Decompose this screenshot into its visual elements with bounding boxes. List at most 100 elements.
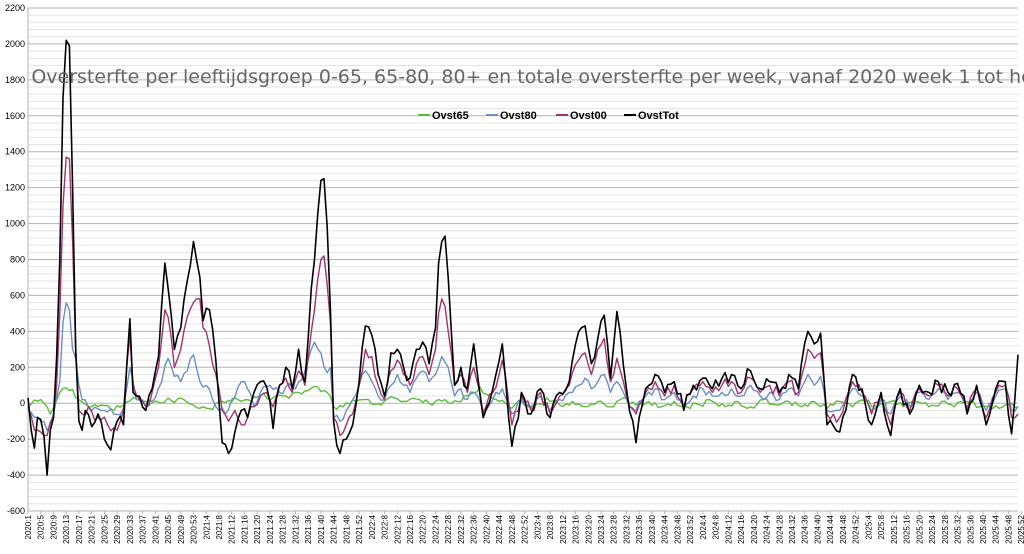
x-tick-label: 2024:32: [788, 514, 797, 543]
x-tick-label: 2020:37: [139, 514, 148, 543]
x-tick-label: 2020:29: [113, 514, 122, 543]
x-tick-label: 2022:48: [508, 514, 517, 543]
x-tick-label: 2021:44: [330, 514, 339, 543]
y-tick-label: 800: [10, 255, 25, 265]
x-tick-label: 2024:16: [737, 514, 746, 543]
y-tick-label: 2200: [5, 3, 25, 13]
chart-legend: Ovst65 Ovst80 Ovst00 OvstTot: [418, 110, 679, 122]
x-tick-label: 2023:12: [559, 514, 568, 543]
x-tick-label: 2025:8: [877, 514, 886, 539]
x-tick-label: 2025:48: [1004, 514, 1013, 543]
x-tick-label: 2021:36: [304, 514, 313, 543]
y-tick-label: -200: [7, 434, 25, 444]
x-tick-label: 2023:16: [572, 514, 581, 543]
x-tick-label: 2025:24: [928, 514, 937, 543]
x-tick-label: 2025:44: [992, 514, 1001, 543]
x-tick-label: 2022:32: [457, 514, 466, 543]
x-tick-label: 2022:52: [521, 514, 530, 543]
x-tick-label: 2021:48: [342, 514, 351, 543]
x-tick-label: 2024:44: [826, 514, 835, 543]
y-tick-label: 400: [10, 326, 25, 336]
x-tick-label: 2025:4: [864, 514, 873, 539]
x-tick-label: 2025:32: [954, 514, 963, 543]
x-tick-label: 2023:52: [686, 514, 695, 543]
x-tick-label: 2020:9: [49, 514, 58, 539]
x-tick-label: 2024:4: [699, 514, 708, 539]
x-tick-label: 2021:16: [240, 514, 249, 543]
x-tick-label: 2023:36: [635, 514, 644, 543]
x-tick-label: 2025:36: [966, 514, 975, 543]
y-tick-label: 600: [10, 290, 25, 300]
x-tick-label: 2020:5: [37, 514, 46, 539]
x-tick-label: 2023:8: [546, 514, 555, 539]
x-tick-label: 2022:36: [470, 514, 479, 543]
x-tick-label: 2021:8: [215, 514, 224, 539]
x-tick-label: 2020:53: [190, 514, 199, 543]
x-tick-label: 2024:48: [839, 514, 848, 543]
x-tick-label: 2020:1: [24, 514, 33, 539]
x-tick-label: 2021:32: [291, 514, 300, 543]
x-tick-label: 2024:8: [712, 514, 721, 539]
x-tick-label: 2020:21: [88, 514, 97, 543]
x-tick-label: 2024:40: [813, 514, 822, 543]
x-tick-label: 2020:13: [62, 514, 71, 543]
x-tick-label: 2025:28: [941, 514, 950, 543]
legend-label-ovst65: Ovst65: [432, 110, 469, 122]
x-tick-label: 2022:8: [381, 514, 390, 539]
x-tick-label: 2023:40: [648, 514, 657, 543]
y-tick-label: 1800: [5, 75, 25, 85]
x-tick-label: 2020:49: [177, 514, 186, 543]
x-tick-label: 2021:4: [202, 514, 211, 539]
y-tick-label: 1400: [5, 147, 25, 157]
x-tick-label: 2023:32: [622, 514, 631, 543]
y-tick-label: 200: [10, 362, 25, 372]
series-line-ovst80: [27, 301, 1019, 431]
x-tick-label: 2023:44: [661, 514, 670, 543]
x-tick-label: 2020:17: [75, 514, 84, 543]
x-tick-label: 2022:44: [495, 514, 504, 543]
y-tick-label: 2000: [5, 39, 25, 49]
y-tick-label: 1000: [5, 219, 25, 229]
x-tick-label: 2024:36: [801, 514, 810, 543]
x-tick-label: 2022:16: [406, 514, 415, 543]
x-tick-label: 2024:12: [724, 514, 733, 543]
x-tick-label: 2023:48: [673, 514, 682, 543]
x-tick-label: 2020:45: [164, 514, 173, 543]
x-tick-label: 2023:24: [597, 514, 606, 543]
x-tick-label: 2020:25: [100, 514, 109, 543]
x-tick-label: 2023:4: [533, 514, 542, 539]
x-tick-label: 2025:20: [915, 514, 924, 543]
y-tick-label: 1600: [5, 111, 25, 121]
y-tick-label: -400: [7, 470, 25, 480]
x-tick-label: 2021:40: [317, 514, 326, 543]
x-tick-label: 2022:28: [444, 514, 453, 543]
x-tick-label: 2025:40: [979, 514, 988, 543]
x-tick-label: 2022:20: [419, 514, 428, 543]
chart-title: Oversterfte per leeftijdsgroep 0-65, 65-…: [31, 66, 1024, 88]
x-tick-label: 2020:41: [151, 514, 160, 543]
x-tick-label: 2020:33: [126, 514, 135, 543]
x-tick-label: 2022:12: [393, 514, 402, 543]
y-axis-ticks: -600 -400 -200 0 200 400 600 800 1000 1200 1400 160…: [5, 3, 25, 516]
x-tick-label: 2022:24: [431, 514, 440, 543]
x-tick-label: 2021:24: [266, 514, 275, 543]
y-tick-label: 1200: [5, 183, 25, 193]
x-tick-label: 2021:28: [279, 514, 288, 543]
x-tick-label: 2021:12: [228, 514, 237, 543]
legend-label-ovst80: Ovst80: [500, 110, 537, 122]
x-tick-label: 2024:24: [763, 514, 772, 543]
x-tick-label: 2025:52: [1017, 514, 1024, 543]
x-tick-label: 2025:16: [903, 514, 912, 543]
x-tick-label: 2023:28: [610, 514, 619, 543]
legend-label-ovst00: Ovst00: [570, 110, 607, 122]
x-tick-label: 2024:52: [852, 514, 861, 543]
x-axis-ticks: 2020:1 2020:5 2020:9 2020:13 2020:17 2020:21 2…: [24, 511, 1024, 544]
x-tick-label: 2024:20: [750, 514, 759, 543]
y-tick-label: -600: [7, 506, 25, 516]
x-tick-label: 2024:28: [775, 514, 784, 543]
x-tick-label: 2021:52: [355, 514, 364, 543]
x-tick-label: 2025:12: [890, 514, 899, 543]
x-tick-label: 2022:40: [482, 514, 491, 543]
series-line-ovst00: [27, 156, 1019, 437]
